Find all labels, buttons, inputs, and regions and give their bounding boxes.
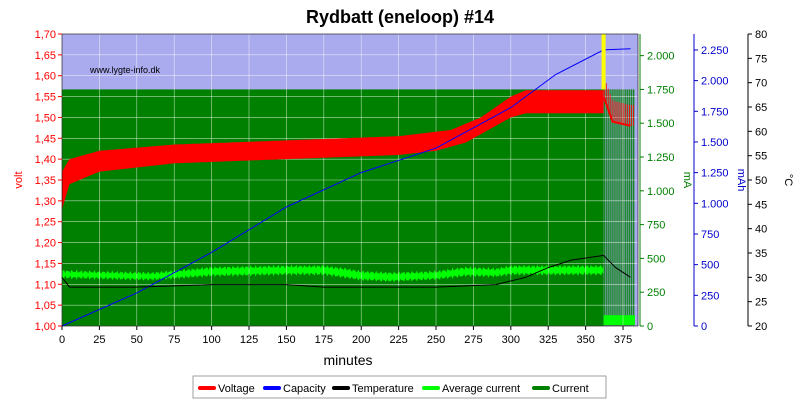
celsius-tick-label: 50 bbox=[755, 175, 767, 187]
mah-tick-label: 2.250 bbox=[701, 45, 729, 57]
x-tick-label: 0 bbox=[59, 334, 65, 346]
current-series bbox=[62, 89, 636, 326]
volt-tick-label: 1,45 bbox=[35, 133, 56, 145]
voltage-band bbox=[62, 90, 604, 210]
legend-label: Current bbox=[552, 383, 589, 395]
ma-tick-label: 1.000 bbox=[647, 186, 675, 198]
capacity-series bbox=[61, 48, 631, 327]
volt-tick-label: 1,30 bbox=[35, 196, 56, 208]
celsius-tick-label: 35 bbox=[755, 248, 767, 260]
x-tick-label: 375 bbox=[614, 334, 632, 346]
average-current-band bbox=[62, 264, 604, 283]
celsius-axis-label: °C bbox=[782, 174, 794, 186]
mah-tick-label: 1.750 bbox=[701, 106, 729, 118]
celsius-tick-label: 65 bbox=[755, 102, 767, 114]
volt-tick-label: 1,05 bbox=[35, 300, 56, 312]
mah-tick-label: 1.500 bbox=[701, 137, 729, 149]
mah-tick-label: 500 bbox=[701, 260, 719, 272]
celsius-tick-label: 80 bbox=[755, 29, 767, 41]
ma-tick-label: 250 bbox=[647, 287, 665, 299]
axes: 0 25 50 75 100 125 150 175 200 225 250 275 300 325 350… bbox=[13, 29, 794, 346]
ma-tick-label: 750 bbox=[647, 220, 665, 232]
mah-tick-label: 250 bbox=[701, 290, 719, 302]
ma-tick-label: 2.000 bbox=[647, 51, 675, 63]
end-of-charge-marker bbox=[601, 34, 606, 90]
legend-box bbox=[192, 375, 607, 399]
volt-tick-label: 1,70 bbox=[35, 29, 56, 41]
end-marker bbox=[601, 34, 606, 90]
x-tick-label: 275 bbox=[464, 334, 482, 346]
x-tick-label: 150 bbox=[277, 334, 295, 346]
x-tick-label: 175 bbox=[315, 334, 333, 346]
legend-label: Capacity bbox=[283, 383, 326, 395]
x-tick-label: 50 bbox=[131, 334, 143, 346]
x-tick-label: 75 bbox=[168, 334, 180, 346]
volt-axis-label: volt bbox=[13, 171, 25, 188]
volt-tick-label: 1,10 bbox=[35, 279, 56, 291]
x-tick-label: 350 bbox=[576, 334, 594, 346]
celsius-tick-label: 75 bbox=[755, 53, 767, 65]
voltage-after-end bbox=[602, 96, 631, 127]
legend: Voltage Capacity Temperature Average curren… bbox=[192, 375, 607, 399]
mah-tick-label: 1.250 bbox=[701, 168, 729, 180]
x-axis-label: minutes bbox=[323, 352, 372, 368]
volt-tick-label: 1,65 bbox=[35, 50, 56, 62]
x-tick-label: 225 bbox=[389, 334, 407, 346]
mah-tick-label: 1.000 bbox=[701, 198, 729, 210]
mah-axis-label: mAh bbox=[735, 169, 747, 192]
x-tick-label: 250 bbox=[427, 334, 445, 346]
legend-label: Voltage bbox=[218, 383, 255, 395]
celsius-tick-label: 20 bbox=[755, 321, 767, 333]
ma-tick-label: 1.500 bbox=[647, 118, 675, 130]
x-tick-label: 125 bbox=[240, 334, 258, 346]
volt-tick-label: 1,25 bbox=[35, 217, 56, 229]
volt-tick-label: 1,50 bbox=[35, 112, 56, 124]
average-current-series bbox=[62, 264, 636, 325]
ma-tick-label: 500 bbox=[647, 253, 665, 265]
ma-axis-label: mA bbox=[681, 172, 693, 189]
current-charge-area bbox=[62, 89, 604, 326]
volt-tick-label: 1,40 bbox=[35, 154, 56, 166]
celsius-tick-label: 45 bbox=[755, 199, 767, 211]
volt-tick-label: 1,55 bbox=[35, 92, 56, 104]
temperature-series bbox=[61, 254, 631, 288]
x-tick-label: 200 bbox=[352, 334, 370, 346]
mah-tick-label: 750 bbox=[701, 229, 719, 241]
watermark-text: www.lygte-info.dk bbox=[89, 65, 161, 75]
volt-tick-label: 1,35 bbox=[35, 175, 56, 187]
volt-tick-label: 1,60 bbox=[35, 71, 56, 83]
grid bbox=[61, 33, 638, 327]
celsius-tick-label: 25 bbox=[755, 297, 767, 309]
mah-tick-label: 0 bbox=[701, 321, 707, 333]
x-tick-label: 300 bbox=[502, 334, 520, 346]
x-tick-label: 100 bbox=[202, 334, 220, 346]
mah-tick-label: 2.000 bbox=[701, 76, 729, 88]
legend-label: Average current bbox=[442, 383, 520, 395]
ma-tick-label: 1.750 bbox=[647, 84, 675, 96]
ma-tick-label: 0 bbox=[647, 321, 653, 333]
legend-label: Temperature bbox=[352, 383, 414, 395]
temperature-line bbox=[61, 254, 631, 288]
x-tick-label: 325 bbox=[539, 334, 557, 346]
celsius-tick-label: 60 bbox=[755, 126, 767, 138]
volt-tick-label: 1,15 bbox=[35, 258, 56, 270]
celsius-tick-label: 40 bbox=[755, 224, 767, 236]
capacity-line bbox=[61, 48, 631, 327]
x-tick-label: 25 bbox=[93, 334, 105, 346]
chart-title: Rydbatt (eneloop) #14 bbox=[306, 7, 494, 27]
celsius-tick-label: 70 bbox=[755, 78, 767, 90]
voltage-series bbox=[62, 77, 634, 210]
volt-tick-label: 1,00 bbox=[35, 321, 56, 333]
celsius-tick-label: 55 bbox=[755, 151, 767, 163]
volt-tick-label: 1,20 bbox=[35, 238, 56, 250]
average-current-after-end bbox=[603, 315, 636, 325]
ma-tick-label: 1.250 bbox=[647, 152, 675, 164]
celsius-tick-label: 30 bbox=[755, 272, 767, 284]
